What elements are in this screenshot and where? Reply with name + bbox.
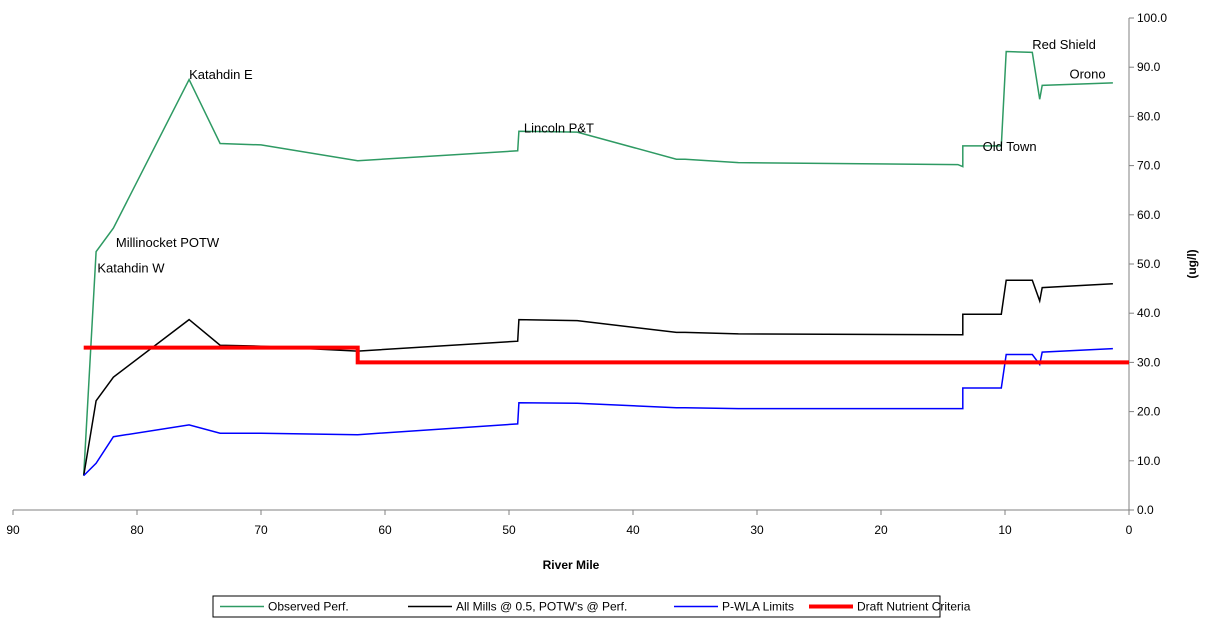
series-line-0 [82, 50, 1113, 476]
y-tick-label: 80.0 [1137, 109, 1161, 123]
annotation-label: Katahdin W [97, 260, 165, 275]
x-tick-label: 50 [502, 523, 516, 537]
legend-label: Draft Nutrient Criteria [857, 600, 971, 614]
y-tick-label: 100.0 [1137, 11, 1167, 25]
y-tick-label: 20.0 [1137, 405, 1161, 419]
legend-label: P-WLA Limits [722, 600, 794, 614]
series-line-2 [83, 347, 1113, 477]
y-tick-label: 90.0 [1137, 60, 1161, 74]
x-axis-title: River Mile [543, 558, 600, 572]
x-tick-label: 10 [998, 523, 1012, 537]
series-layer [82, 50, 1129, 477]
x-tick-label: 20 [874, 523, 888, 537]
annotation-label: Millinocket POTW [116, 235, 220, 250]
axes: 90 80 70 60 50 40 30 20 10 0 0.0 10.0 20.0 30.0 40.0 50… [6, 11, 1167, 537]
x-tick-label: 80 [130, 523, 144, 537]
y-tick-label: 40.0 [1137, 306, 1161, 320]
legend-box [212, 595, 941, 618]
legend-label: All Mills @ 0.5, POTW's @ Perf. [456, 600, 627, 614]
x-tick-label: 60 [378, 523, 392, 537]
legend: Observed Perf. All Mills @ 0.5, POTW's @ … [212, 595, 971, 618]
annotation-label: Orono [1069, 67, 1105, 82]
y-tick-label: 0.0 [1137, 503, 1154, 517]
y-tick-label: 60.0 [1137, 208, 1161, 222]
series-line-1 [82, 279, 1113, 476]
annotation-label: Red Shield [1032, 37, 1096, 52]
legend-label: Observed Perf. [268, 600, 349, 614]
x-tick-label: 40 [626, 523, 640, 537]
x-tick-label: 70 [254, 523, 268, 537]
y-tick-label: 30.0 [1137, 355, 1161, 369]
y-tick-label: 10.0 [1137, 454, 1161, 468]
annotation-layer: Katahdin W Millinocket POTW Katahdin E Linc… [97, 37, 1105, 275]
annotation-label: Old Town [983, 139, 1037, 154]
x-tick-label: 0 [1126, 523, 1133, 537]
y-tick-label: 50.0 [1137, 257, 1161, 271]
annotation-label: Lincoln P&T [524, 121, 594, 136]
x-tick-label: 30 [750, 523, 764, 537]
series-line-3 [83, 345, 1129, 365]
x-tick-label: 90 [6, 523, 20, 537]
y-axis-title: (ug/l) [1185, 249, 1199, 278]
y-tick-label: 70.0 [1137, 159, 1161, 173]
annotation-label: Katahdin E [189, 67, 253, 82]
